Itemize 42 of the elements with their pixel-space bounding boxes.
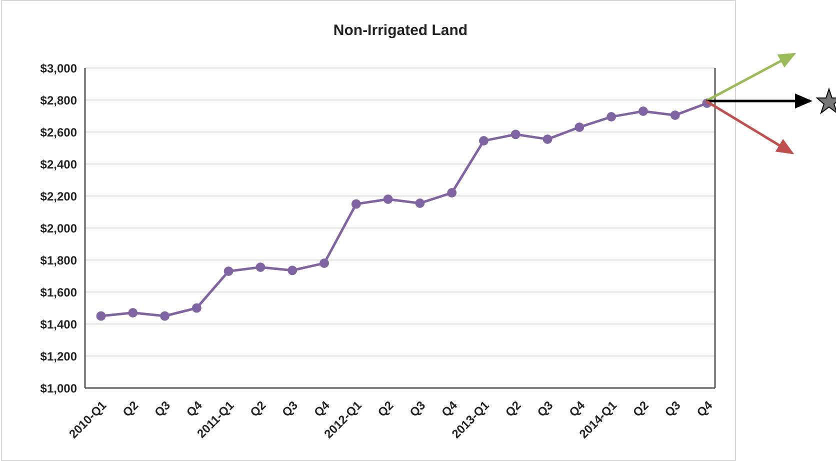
point: [351, 199, 361, 209]
point: [606, 112, 616, 122]
y-tick-label: $1,200: [40, 349, 78, 364]
chart-title: Non-Irrigated Land: [332, 22, 469, 39]
y-tick-label: $2,600: [40, 125, 78, 140]
y-tick-label: $1,400: [40, 317, 78, 332]
y-tick-label: $1,800: [40, 253, 78, 268]
x-tick-label: Q2: [630, 398, 652, 420]
point: [670, 110, 680, 120]
x-tick-label: Q4: [694, 398, 716, 420]
point: [415, 198, 425, 208]
point: [478, 136, 488, 146]
x-tick-label: Q2: [374, 398, 396, 420]
y-tick-label: $1,000: [40, 381, 78, 396]
y-tick-label: $3,000: [40, 61, 78, 76]
x-tick-label: Q2: [247, 398, 269, 420]
point: [128, 308, 138, 318]
y-tick-label: $2,200: [40, 189, 78, 204]
x-tick-label: Q3: [406, 398, 428, 420]
point: [288, 266, 298, 276]
point: [383, 194, 393, 204]
y-tick-label: $2,000: [40, 221, 78, 236]
point: [192, 303, 202, 313]
x-tick-label: Q2: [502, 398, 524, 420]
point: [160, 311, 170, 321]
x-tick-label: Q3: [279, 398, 301, 420]
point: [542, 134, 552, 144]
y-tick-label: $1,600: [40, 285, 78, 300]
point: [447, 188, 457, 198]
point: [510, 130, 520, 140]
x-tick-label: Q3: [662, 398, 684, 420]
point: [574, 122, 584, 132]
point: [320, 258, 330, 268]
y-tick-label: $2,800: [40, 93, 78, 108]
point: [224, 266, 234, 276]
x-tick-label: Q2: [120, 398, 142, 420]
x-tick-label: Q3: [152, 398, 174, 420]
point: [638, 106, 648, 116]
point: [256, 262, 266, 272]
point: [96, 311, 106, 321]
x-tick-label: Q3: [534, 398, 556, 420]
y-tick-label: $2,400: [40, 157, 78, 172]
